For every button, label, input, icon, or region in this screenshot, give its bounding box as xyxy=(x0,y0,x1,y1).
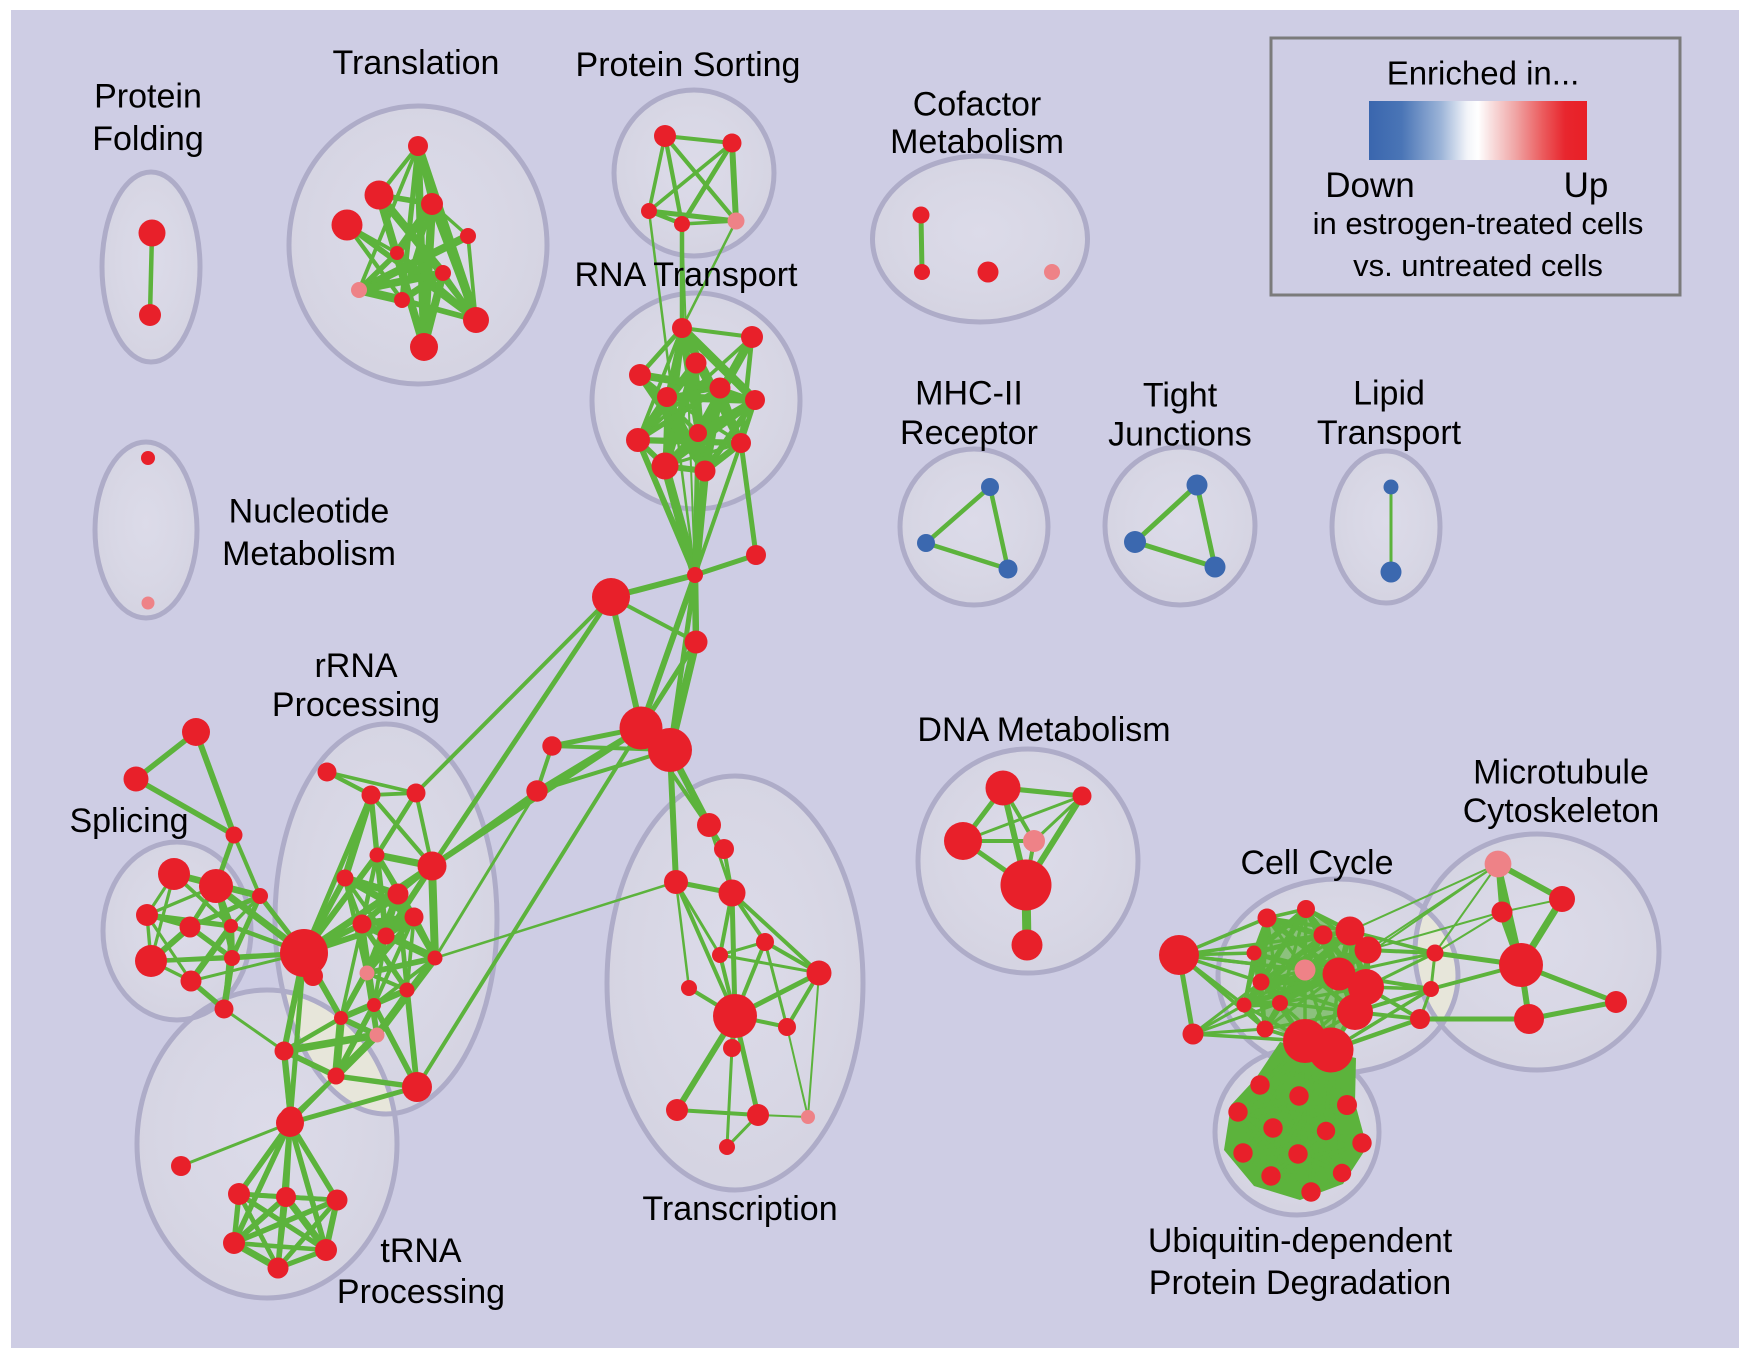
svg-text:Nucleotide: Nucleotide xyxy=(229,493,390,531)
svg-text:Enriched in...: Enriched in... xyxy=(1387,55,1580,92)
svg-text:Metabolism: Metabolism xyxy=(890,123,1064,161)
svg-text:MHC-II: MHC-II xyxy=(915,375,1023,413)
svg-text:Junctions: Junctions xyxy=(1108,416,1252,454)
svg-text:in estrogen-treated cells: in estrogen-treated cells xyxy=(1313,206,1644,241)
svg-text:Transcription: Transcription xyxy=(642,1190,837,1228)
svg-text:Processing: Processing xyxy=(337,1273,505,1311)
svg-text:Cytoskeleton: Cytoskeleton xyxy=(1463,792,1660,830)
svg-text:Protein Sorting: Protein Sorting xyxy=(576,46,801,84)
svg-text:DNA Metabolism: DNA Metabolism xyxy=(917,711,1170,749)
svg-text:Cell Cycle: Cell Cycle xyxy=(1240,844,1393,882)
svg-text:Ubiquitin-dependent: Ubiquitin-dependent xyxy=(1148,1222,1453,1260)
svg-text:Cofactor: Cofactor xyxy=(913,86,1042,124)
svg-text:Splicing: Splicing xyxy=(69,802,188,840)
svg-text:rRNA: rRNA xyxy=(314,647,397,685)
svg-text:Down: Down xyxy=(1325,166,1414,205)
svg-text:Folding: Folding xyxy=(92,120,204,158)
svg-text:Transport: Transport xyxy=(1317,414,1462,452)
svg-text:Processing: Processing xyxy=(272,686,440,724)
svg-text:RNA Transport: RNA Transport xyxy=(575,256,799,294)
svg-text:Protein: Protein xyxy=(94,78,202,116)
svg-text:Translation: Translation xyxy=(333,44,500,82)
svg-text:Receptor: Receptor xyxy=(900,414,1038,452)
svg-text:Tight: Tight xyxy=(1143,376,1218,414)
svg-text:Microtubule: Microtubule xyxy=(1473,753,1649,791)
svg-text:vs. untreated cells: vs. untreated cells xyxy=(1353,248,1603,283)
svg-text:Lipid: Lipid xyxy=(1353,375,1425,413)
svg-text:Protein Degradation: Protein Degradation xyxy=(1149,1264,1451,1302)
svg-text:tRNA: tRNA xyxy=(380,1232,462,1270)
svg-text:Metabolism: Metabolism xyxy=(222,535,396,573)
svg-text:Up: Up xyxy=(1564,166,1609,205)
